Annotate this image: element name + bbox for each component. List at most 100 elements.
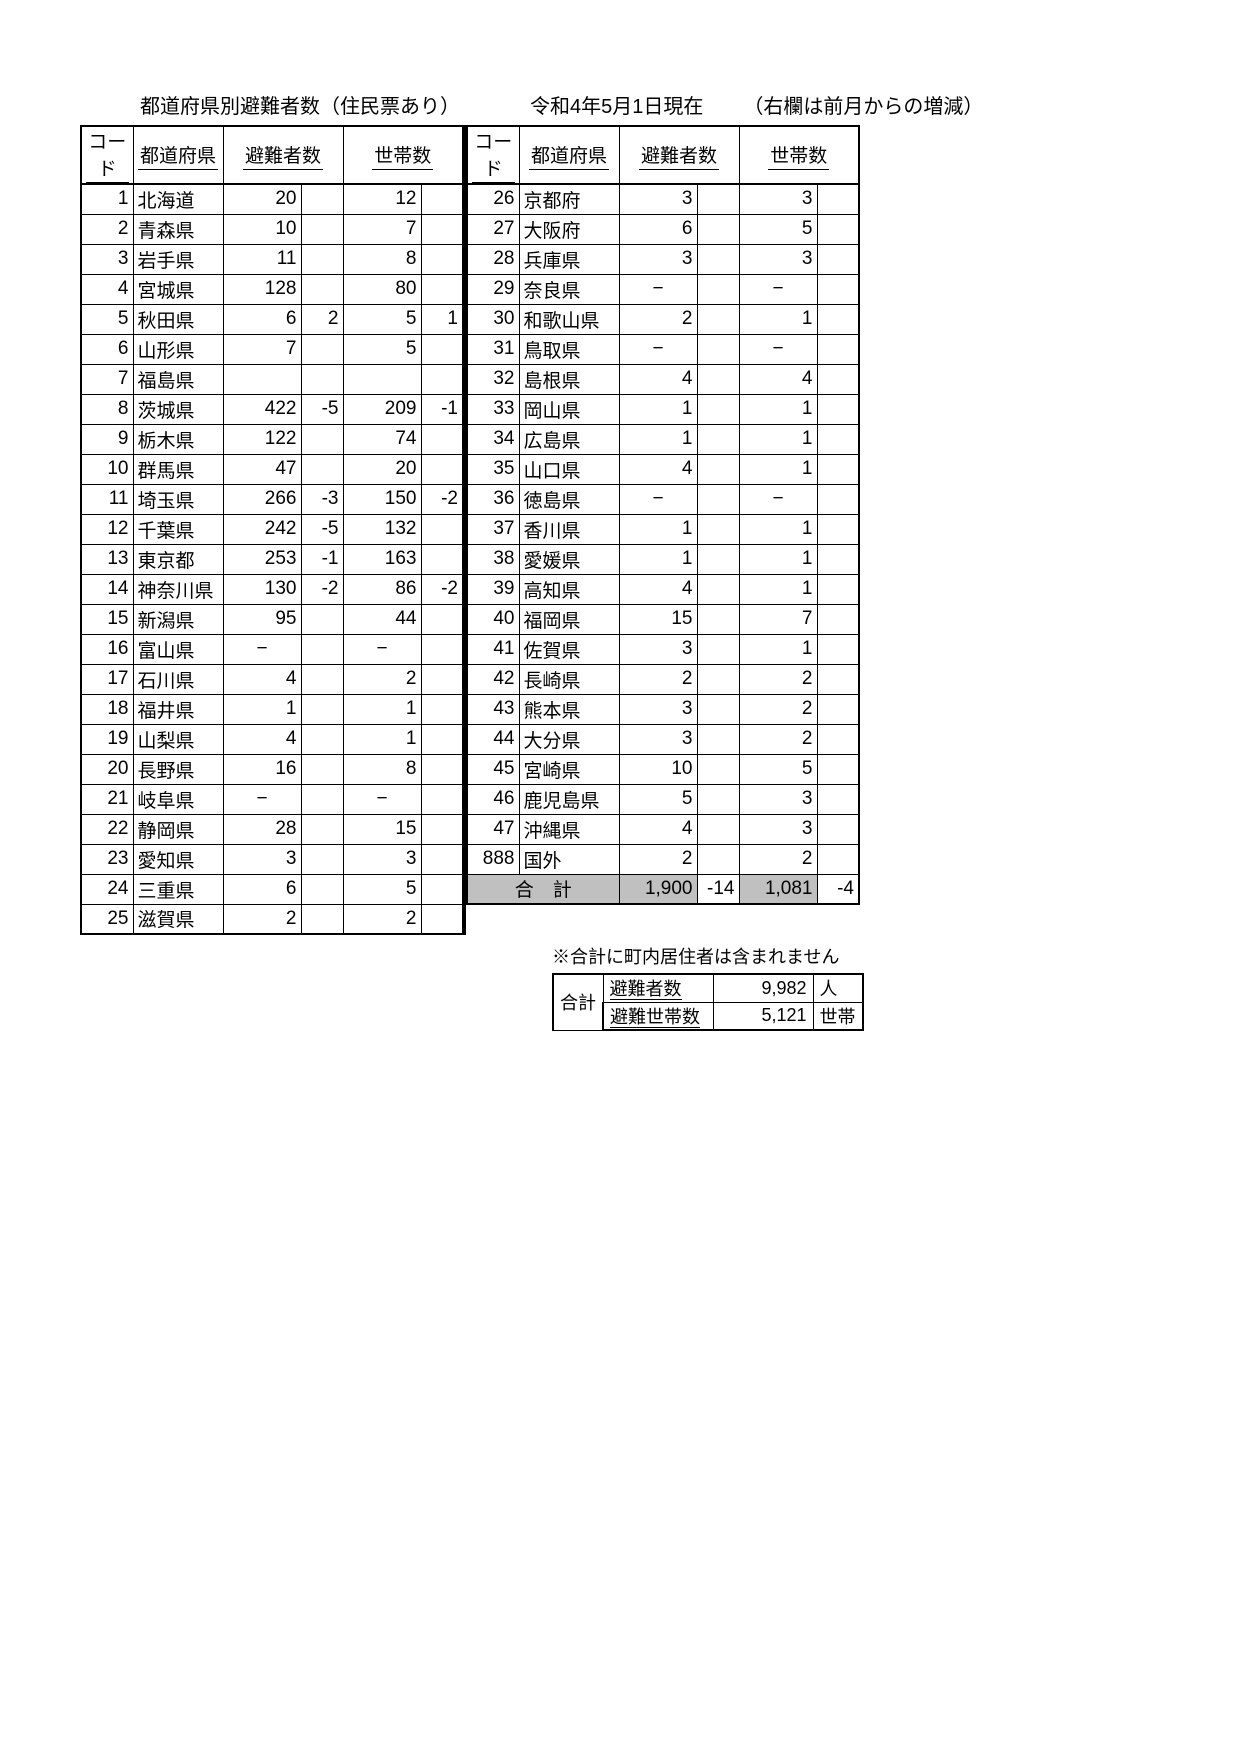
table-row: 6山形県75 bbox=[81, 334, 463, 364]
evac-delta-cell bbox=[697, 514, 739, 544]
evac-delta-cell bbox=[697, 424, 739, 454]
pref-cell: 北海道 bbox=[133, 184, 223, 214]
house-cell: 3 bbox=[739, 184, 817, 214]
evac-delta-cell bbox=[697, 784, 739, 814]
pref-cell: 群馬県 bbox=[133, 454, 223, 484]
house-cell: 1 bbox=[739, 304, 817, 334]
code-cell: 44 bbox=[467, 724, 519, 754]
evac-delta-cell bbox=[301, 724, 343, 754]
evac-delta-cell bbox=[301, 244, 343, 274]
title-row: 都道府県別避難者数（住民票あり） 令和4年5月1日現在 （右欄は前月からの増減） bbox=[80, 90, 1160, 119]
table-row: 46鹿児島県53 bbox=[467, 784, 859, 814]
code-cell: 23 bbox=[81, 844, 133, 874]
house-delta-cell bbox=[817, 574, 859, 604]
pref-cell: 山口県 bbox=[519, 454, 619, 484]
house-cell: 1 bbox=[739, 514, 817, 544]
table-row: 31鳥取県−− bbox=[467, 334, 859, 364]
table-row: 37香川県11 bbox=[467, 514, 859, 544]
pref-cell: 富山県 bbox=[133, 634, 223, 664]
code-cell: 35 bbox=[467, 454, 519, 484]
evac-cell: 4 bbox=[223, 724, 301, 754]
table-row: 36徳島県−− bbox=[467, 484, 859, 514]
code-cell: 39 bbox=[467, 574, 519, 604]
evac-delta-cell: -1 bbox=[301, 544, 343, 574]
house-delta-cell bbox=[817, 244, 859, 274]
code-cell: 13 bbox=[81, 544, 133, 574]
pref-cell: 秋田県 bbox=[133, 304, 223, 334]
table-row: 3岩手県118 bbox=[81, 244, 463, 274]
house-cell: 1 bbox=[739, 544, 817, 574]
evac-delta-cell: -2 bbox=[301, 574, 343, 604]
evac-cell: 1 bbox=[619, 514, 697, 544]
pref-cell: 鳥取県 bbox=[519, 334, 619, 364]
table-row: 39高知県41 bbox=[467, 574, 859, 604]
pref-cell: 山形県 bbox=[133, 334, 223, 364]
table-row: 38愛媛県11 bbox=[467, 544, 859, 574]
table-row: 40福岡県157 bbox=[467, 604, 859, 634]
house-delta-cell bbox=[817, 724, 859, 754]
evac-cell: 1 bbox=[619, 544, 697, 574]
pref-cell: 愛媛県 bbox=[519, 544, 619, 574]
house-delta-cell bbox=[421, 814, 463, 844]
house-delta-cell bbox=[817, 304, 859, 334]
house-cell: 150 bbox=[343, 484, 421, 514]
hdr-code: コード bbox=[86, 127, 129, 183]
pref-cell: 高知県 bbox=[519, 574, 619, 604]
pref-cell: 兵庫県 bbox=[519, 244, 619, 274]
table-row: 10群馬県4720 bbox=[81, 454, 463, 484]
pref-cell: 石川県 bbox=[133, 664, 223, 694]
code-cell: 9 bbox=[81, 424, 133, 454]
evac-delta-cell bbox=[697, 454, 739, 484]
evac-cell: 3 bbox=[619, 184, 697, 214]
code-cell: 14 bbox=[81, 574, 133, 604]
code-cell: 46 bbox=[467, 784, 519, 814]
table-row: 8茨城県422-5209-1 bbox=[81, 394, 463, 424]
table-row: 20長野県168 bbox=[81, 754, 463, 784]
house-cell: 74 bbox=[343, 424, 421, 454]
table-row: 7福島県 bbox=[81, 364, 463, 394]
evac-delta-cell bbox=[301, 334, 343, 364]
pref-cell: 鹿児島県 bbox=[519, 784, 619, 814]
code-cell: 15 bbox=[81, 604, 133, 634]
pref-cell: 宮城県 bbox=[133, 274, 223, 304]
house-cell: 3 bbox=[343, 844, 421, 874]
pref-cell: 沖縄県 bbox=[519, 814, 619, 844]
code-cell: 25 bbox=[81, 904, 133, 934]
code-cell: 7 bbox=[81, 364, 133, 394]
code-cell: 20 bbox=[81, 754, 133, 784]
table-row: 2青森県107 bbox=[81, 214, 463, 244]
house-cell: 5 bbox=[739, 754, 817, 784]
evac-cell: 4 bbox=[223, 664, 301, 694]
house-delta-cell bbox=[817, 814, 859, 844]
house-cell: 7 bbox=[739, 604, 817, 634]
table-row: 15新潟県9544 bbox=[81, 604, 463, 634]
pref-cell: 青森県 bbox=[133, 214, 223, 244]
house-cell: 2 bbox=[739, 724, 817, 754]
title-center: 令和4年5月1日現在 bbox=[530, 90, 703, 119]
house-cell: 12 bbox=[343, 184, 421, 214]
code-cell: 40 bbox=[467, 604, 519, 634]
code-cell: 10 bbox=[81, 454, 133, 484]
pref-cell: 香川県 bbox=[519, 514, 619, 544]
evac-delta-cell bbox=[301, 874, 343, 904]
table-row: 43熊本県32 bbox=[467, 694, 859, 724]
house-delta-cell bbox=[421, 694, 463, 724]
house-delta-cell bbox=[817, 784, 859, 814]
evac-cell: 1 bbox=[619, 424, 697, 454]
left-table: コード 都道府県 避難者数 世帯数 1北海道20122青森県1073岩手県118… bbox=[80, 125, 466, 935]
evac-cell: 3 bbox=[619, 634, 697, 664]
evac-cell: 20 bbox=[223, 184, 301, 214]
evac-delta-cell: -5 bbox=[301, 514, 343, 544]
evac-delta-cell bbox=[697, 304, 739, 334]
evac-cell: 10 bbox=[619, 754, 697, 784]
table-row: 26京都府33 bbox=[467, 184, 859, 214]
pref-cell: 岡山県 bbox=[519, 394, 619, 424]
table-row: 30和歌山県21 bbox=[467, 304, 859, 334]
pref-cell: 大阪府 bbox=[519, 214, 619, 244]
house-delta-cell bbox=[421, 454, 463, 484]
evac-delta-cell bbox=[697, 364, 739, 394]
house-cell: 80 bbox=[343, 274, 421, 304]
table-row: 28兵庫県33 bbox=[467, 244, 859, 274]
evac-cell: 3 bbox=[619, 244, 697, 274]
house-delta-cell bbox=[817, 364, 859, 394]
